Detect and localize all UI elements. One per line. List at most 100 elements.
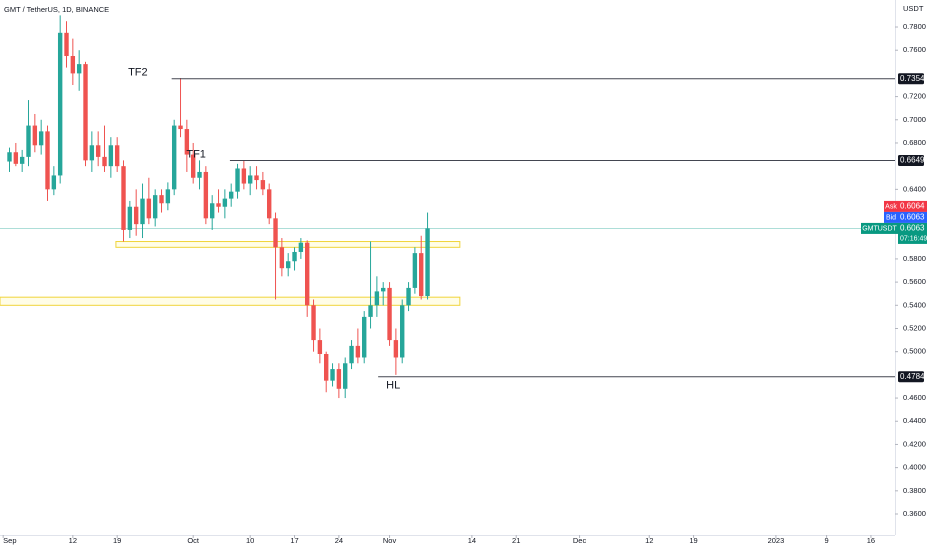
candle-body	[165, 189, 171, 204]
level-tag	[898, 73, 924, 85]
candle-body	[374, 291, 380, 306]
price-tag-bg	[898, 200, 927, 212]
level-label: TF2	[128, 67, 148, 79]
x-tick-label: 17	[290, 536, 298, 545]
x-tick-label: 24	[335, 536, 343, 545]
candle-body	[279, 247, 285, 269]
candle-body	[190, 154, 196, 178]
y-tick-label: 0.4400	[903, 416, 926, 425]
candle-body	[32, 125, 38, 146]
countdown: 07:16:49	[900, 235, 927, 242]
price-tag-name: Ask	[885, 203, 897, 210]
y-tick-label: 0.7800	[903, 22, 926, 31]
candle-body	[203, 171, 209, 219]
zone	[115, 241, 461, 248]
price-tag-name-bg	[861, 222, 898, 234]
candle-body	[228, 191, 234, 199]
candle-body	[26, 125, 31, 157]
y-tick-label: 0.7200	[903, 92, 926, 101]
candle-body	[19, 156, 25, 164]
candle-body	[247, 175, 253, 184]
candle-body	[76, 64, 82, 74]
candle-body	[317, 340, 323, 354]
candle-body	[38, 131, 44, 146]
price-tag-name-bg	[884, 200, 898, 212]
candle-body	[387, 287, 392, 341]
candle-body	[292, 251, 297, 262]
x-tick-label: 9	[825, 536, 829, 545]
y-tick-label: 0.3600	[903, 509, 926, 518]
x-tick-label: 19	[113, 536, 121, 545]
level-label: HL	[386, 380, 400, 392]
candle-body	[95, 145, 101, 157]
candle-body	[311, 305, 316, 341]
candle-body	[216, 203, 221, 207]
level-tag	[898, 154, 924, 166]
candle-body	[285, 261, 291, 269]
candle-body	[89, 145, 95, 161]
level-tag-label: 0.7354	[900, 74, 925, 83]
candle-body	[102, 156, 107, 167]
candle-body	[330, 369, 335, 381]
candle-body	[127, 206, 133, 230]
candle-body	[412, 253, 418, 288]
candle-body	[140, 198, 145, 225]
x-tick-label: 16	[867, 536, 875, 545]
x-tick-label: Oct	[187, 536, 200, 545]
candle-body	[324, 353, 329, 381]
chart-title: GMT / TetherUS, 1D, BINANCE	[4, 5, 109, 14]
candle-body	[425, 228, 430, 297]
candle-body	[254, 175, 259, 181]
x-tick-label: 14	[468, 536, 476, 545]
y-tick-label: 0.5000	[903, 347, 926, 356]
price-tag-bg	[898, 211, 927, 223]
candle-body	[400, 305, 405, 358]
y-tick-label: 0.6400	[903, 184, 926, 193]
y-tick-label: 0.4200	[903, 439, 926, 448]
candle-body	[362, 316, 367, 358]
candle-body	[114, 145, 120, 167]
y-tick-label: 0.4000	[903, 463, 926, 472]
x-tick-label: 21	[512, 536, 520, 545]
zone	[0, 296, 461, 306]
x-tick-label: 12	[69, 536, 77, 545]
candle-body	[7, 152, 12, 162]
candle-body	[159, 195, 164, 204]
candle-body	[178, 125, 183, 130]
y-tick-label: 0.7600	[903, 45, 926, 54]
price-tag-value: 0.6063	[900, 213, 925, 222]
candle-body	[13, 152, 19, 164]
candle-body	[45, 131, 50, 190]
candle-body	[343, 363, 348, 389]
candle-body	[235, 168, 240, 192]
price-tag-name-bg	[884, 211, 898, 223]
price-tag-name: Bid	[886, 214, 896, 221]
candle-body	[83, 64, 88, 161]
candle-body	[121, 166, 126, 230]
price-tag-value: 0.6064	[900, 202, 925, 211]
x-tick-label: 2023	[768, 536, 785, 545]
y-tick-label: 0.5200	[903, 323, 926, 332]
x-tick-label: Dec	[573, 536, 587, 545]
level-tag	[898, 371, 924, 383]
candle-body	[133, 206, 139, 225]
candle-body	[336, 369, 342, 389]
candle-body	[146, 198, 152, 219]
candle-body	[406, 287, 411, 306]
candle-body	[349, 345, 354, 364]
x-tick-label: Sep	[3, 536, 16, 545]
price-tag-name: GMTUSDT	[862, 225, 897, 232]
candle-body	[419, 253, 424, 297]
candle-body	[368, 305, 373, 317]
x-tick-label: 19	[689, 536, 697, 545]
candle-body	[197, 171, 202, 178]
candle-body	[51, 175, 57, 190]
candle-body	[266, 189, 272, 219]
candle-body	[241, 168, 247, 184]
candle-body	[64, 32, 69, 57]
candle-body	[57, 32, 63, 176]
y-tick-label: 0.5600	[903, 277, 926, 286]
price-tag-bg	[898, 222, 927, 244]
